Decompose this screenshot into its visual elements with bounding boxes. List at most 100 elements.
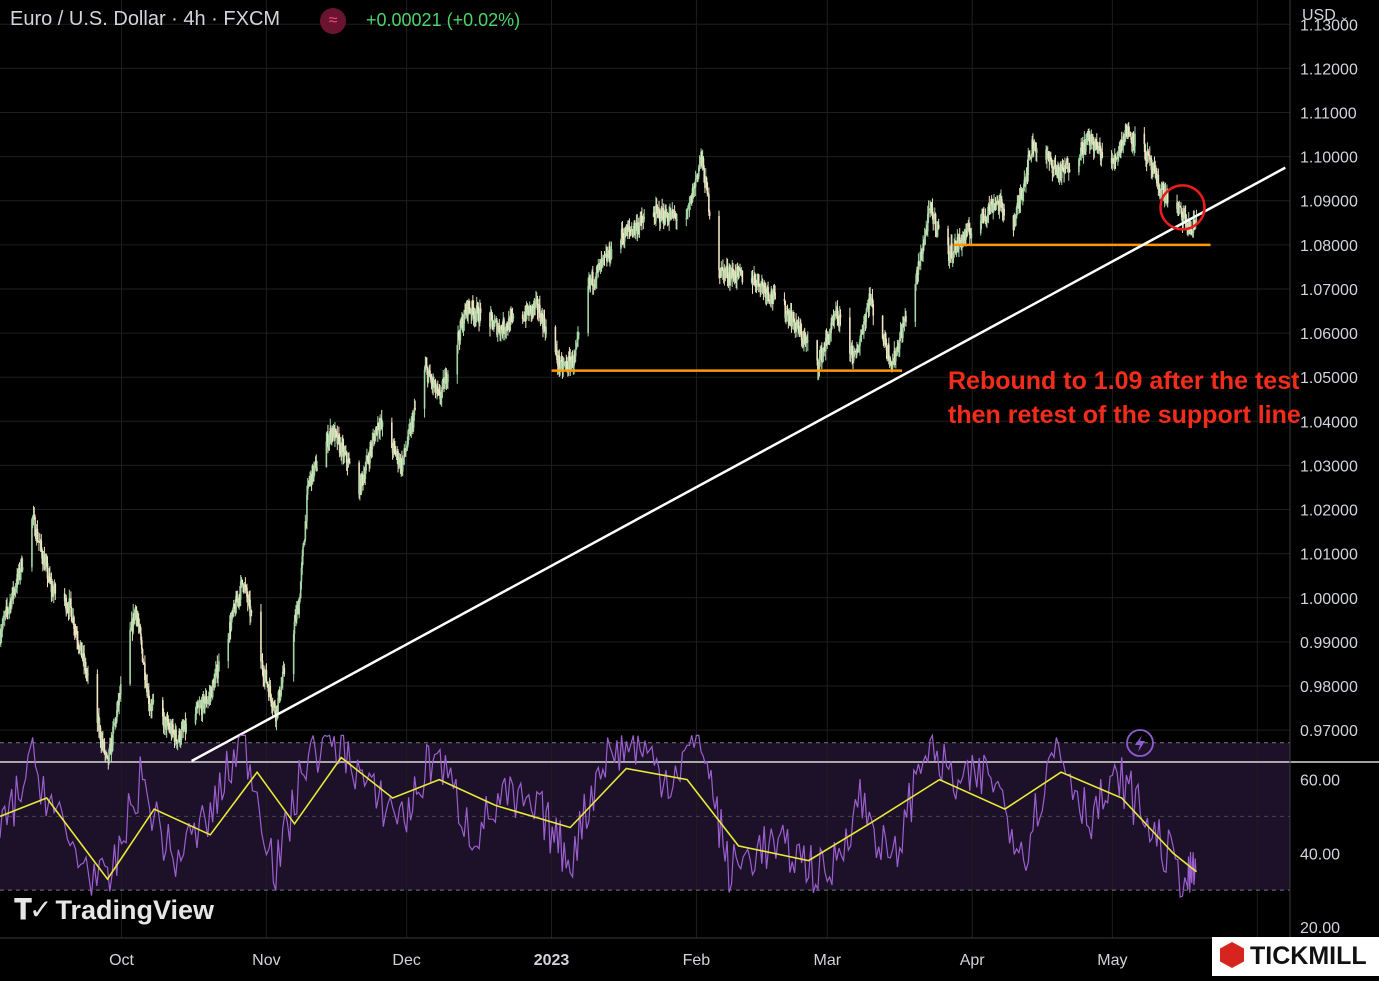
candle-body <box>594 282 596 286</box>
candle-body <box>266 682 268 685</box>
candle-body <box>931 207 934 217</box>
candle-body <box>1194 220 1197 223</box>
candle-body <box>140 640 143 649</box>
candle-body <box>426 365 428 369</box>
candle-body <box>769 300 772 302</box>
candle-body <box>970 233 973 239</box>
candle-body <box>1085 135 1088 141</box>
candle-body <box>195 708 198 715</box>
candle-body <box>595 266 598 280</box>
candle-body <box>271 707 274 709</box>
chevron-down-icon: ⌄ <box>1339 11 1349 23</box>
tradingview-logo[interactable]: 𝐓✓ TradingView <box>14 893 214 927</box>
candle-body <box>476 305 479 307</box>
candle-body <box>506 323 508 329</box>
candle-body <box>558 355 561 369</box>
tradingview-label: TradingView <box>55 895 215 925</box>
price-change: +0.00021 (+0.02%) <box>366 10 521 30</box>
candle-body <box>755 285 758 287</box>
candle-body <box>381 422 384 427</box>
candle-body <box>392 442 395 453</box>
currency-selector[interactable]: USD ⌄ <box>1302 7 1349 25</box>
candle-body <box>1066 160 1069 163</box>
candle-body <box>979 220 982 234</box>
candle-body <box>1191 233 1194 236</box>
candle-body <box>723 269 726 280</box>
candle-body <box>926 213 929 232</box>
candle-body <box>429 376 432 380</box>
candle-body <box>821 352 824 362</box>
candle-body <box>796 325 798 330</box>
price-axis-tick: 1.01000 <box>1300 547 1358 564</box>
candle-body <box>741 270 744 283</box>
candle-body <box>393 442 395 446</box>
candle-body <box>560 359 563 361</box>
candle-body <box>248 598 251 600</box>
candle-body <box>955 240 957 254</box>
candle-body <box>1029 155 1031 158</box>
candle-body <box>764 285 766 289</box>
candle-body <box>77 640 79 645</box>
candle-body <box>464 310 466 312</box>
candle-body <box>493 326 495 329</box>
candle-body <box>151 701 154 704</box>
candle-body <box>2 617 4 626</box>
candle-body <box>194 714 197 724</box>
candle-body <box>116 710 118 722</box>
candle-body <box>885 345 888 351</box>
candle-body <box>395 455 398 457</box>
candle-body <box>1068 169 1071 173</box>
candle-body <box>462 323 465 331</box>
candle-body <box>884 333 887 346</box>
candle-body <box>177 739 180 742</box>
candle-body <box>1121 146 1124 148</box>
candle-body <box>937 224 940 229</box>
candle-body <box>49 573 51 581</box>
candle-body <box>197 704 199 708</box>
candle-body <box>835 310 837 317</box>
candle-body <box>621 228 624 237</box>
candle-body <box>699 157 702 165</box>
candle-body <box>440 398 442 400</box>
candle-body <box>19 572 22 577</box>
price-axis-tick: 1.12000 <box>1300 61 1358 78</box>
candle-body <box>445 372 448 385</box>
candle-body <box>1087 133 1090 138</box>
data-source-icon[interactable]: ≈ <box>320 8 346 34</box>
annotation-line-1: Rebound to 1.09 after the test <box>948 367 1300 395</box>
candle-body <box>739 268 741 271</box>
rsi-axis-tick: 40.00 <box>1300 846 1340 863</box>
candle-body <box>176 741 179 745</box>
candle-body <box>668 215 670 223</box>
candle-body <box>861 331 864 334</box>
candle-body <box>303 540 306 545</box>
candle-body <box>545 326 547 335</box>
candle-body <box>765 294 768 298</box>
candle-body <box>13 589 15 596</box>
candle-body <box>144 663 146 681</box>
annotation-line-2: then retest of the support line <box>948 401 1301 429</box>
candle-body <box>1060 166 1063 179</box>
symbol-title[interactable]: Euro / U.S. Dollar · 4h · FXCM <box>10 8 281 30</box>
candle-body <box>305 521 307 523</box>
time-axis-tick: Mar <box>814 952 842 969</box>
candle-body <box>1000 198 1003 203</box>
candle-body <box>872 304 875 316</box>
candle-body <box>1050 159 1053 166</box>
candle-body <box>662 210 665 222</box>
candle-body <box>369 446 371 463</box>
candle-body <box>277 698 279 713</box>
candle-body <box>298 601 300 615</box>
candle-body <box>360 473 363 493</box>
test-marker-circle <box>1159 184 1206 231</box>
candle-body <box>936 228 938 232</box>
tickmill-logo: TICKMILL <box>1212 937 1379 976</box>
candle-body <box>70 607 73 622</box>
candle-body <box>402 457 405 461</box>
tickmill-logo-icon <box>1220 942 1244 968</box>
candle-body <box>655 205 658 209</box>
candle-body <box>313 462 316 468</box>
candle-body <box>1101 151 1104 159</box>
